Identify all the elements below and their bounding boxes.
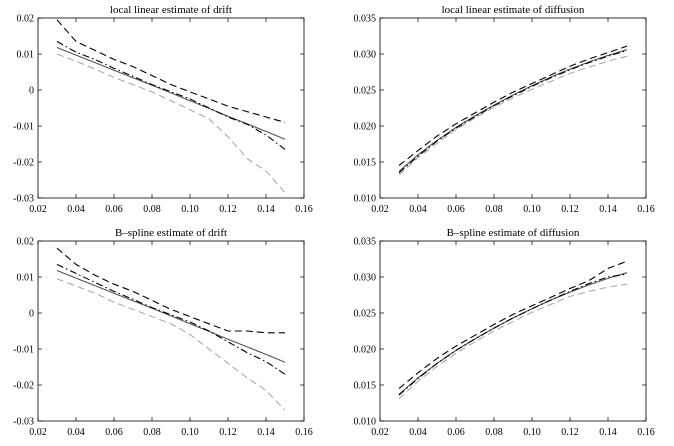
y-tick-label: -0.03	[13, 417, 34, 428]
series-line-1	[398, 260, 628, 390]
y-tick-label: 0.01	[17, 50, 35, 61]
panel-title: local linear estimate of diffusion	[442, 4, 585, 16]
x-tick-label: 0.16	[295, 204, 313, 215]
series-line-1	[56, 19, 286, 123]
panel-title: B–spline estimate of diffusion	[447, 227, 580, 239]
series-line-0	[56, 269, 286, 363]
y-tick-label: -0.01	[13, 345, 34, 356]
series-line-3	[56, 53, 286, 193]
y-tick-label: -0.03	[13, 194, 34, 205]
x-tick-label: 0.02	[371, 427, 389, 438]
panel-3: B–spline estimate of diffusion 0.02 0.04 0.…	[354, 227, 655, 438]
x-tick-label: 0.14	[599, 427, 617, 438]
x-tick-label: 0.04	[67, 204, 85, 215]
series-line-3	[56, 278, 286, 411]
x-tick-label: 0.12	[219, 427, 237, 438]
x-tick-label: 0.12	[561, 204, 579, 215]
x-tick-label: 0.16	[295, 427, 313, 438]
x-tick-label: 0.08	[485, 427, 503, 438]
panel-title: local linear estimate of drift	[110, 4, 232, 16]
series-line-0	[56, 46, 286, 140]
plot-frame	[37, 240, 305, 422]
x-tick-label: 0.06	[447, 427, 465, 438]
series-line-3	[398, 55, 628, 176]
x-tick-label: 0.10	[523, 427, 541, 438]
y-tick-label: 0.035	[354, 14, 377, 25]
y-tick-label: 0	[29, 309, 34, 320]
y-tick-label: 0.010	[354, 194, 377, 205]
y-tick-label: 0	[29, 86, 34, 97]
series-line-2	[398, 49, 628, 174]
x-tick-label: 0.14	[257, 204, 275, 215]
x-tick-label: 0.10	[523, 204, 541, 215]
panel-0: local linear estimate of drift 0.02 0.04 0.…	[13, 4, 313, 215]
series-line-2	[56, 263, 286, 375]
x-tick-label: 0.14	[257, 427, 275, 438]
series-line-2	[398, 273, 628, 396]
series-line-0	[398, 49, 628, 172]
y-tick-label: 0.030	[354, 273, 377, 284]
x-tick-label: 0.06	[105, 427, 123, 438]
series-line-1	[398, 45, 628, 167]
y-tick-label: 0.025	[354, 309, 377, 320]
y-tick-label: 0.015	[354, 158, 377, 169]
series-line-3	[398, 283, 628, 400]
y-tick-label: 0.01	[17, 273, 35, 284]
x-tick-label: 0.06	[447, 204, 465, 215]
y-tick-label: 0.015	[354, 381, 377, 392]
plot-frame	[37, 17, 305, 199]
x-tick-label: 0.04	[67, 427, 85, 438]
y-tick-label: -0.02	[13, 381, 34, 392]
panel-title: B–spline estimate of drift	[115, 227, 227, 239]
x-tick-label: 0.08	[485, 204, 503, 215]
x-tick-label: 0.02	[29, 427, 47, 438]
x-tick-label: 0.04	[409, 427, 427, 438]
series-line-2	[56, 40, 286, 150]
x-tick-label: 0.10	[181, 427, 199, 438]
x-tick-label: 0.08	[143, 204, 161, 215]
y-tick-label: 0.030	[354, 50, 377, 61]
series-line-1	[56, 247, 285, 334]
x-tick-label: 0.08	[143, 427, 161, 438]
y-tick-label: 0.02	[17, 237, 35, 248]
y-tick-label: -0.02	[13, 158, 34, 169]
x-tick-label: 0.12	[561, 427, 579, 438]
y-tick-label: 0.025	[354, 86, 377, 97]
x-tick-label: 0.02	[371, 204, 389, 215]
panel-2: B–spline estimate of drift 0.02 0.04 0.06 0.…	[13, 227, 313, 438]
x-tick-label: 0.02	[29, 204, 47, 215]
x-tick-label: 0.14	[599, 204, 617, 215]
plot-frame	[379, 17, 647, 199]
y-tick-label: 0.02	[17, 14, 35, 25]
x-tick-label: 0.06	[105, 204, 123, 215]
y-tick-label: 0.020	[354, 122, 377, 133]
x-tick-label: 0.16	[637, 427, 655, 438]
x-tick-label: 0.10	[181, 204, 199, 215]
y-tick-label: 0.010	[354, 417, 377, 428]
y-tick-label: 0.020	[354, 345, 377, 356]
x-tick-label: 0.12	[219, 204, 237, 215]
x-tick-label: 0.04	[409, 204, 427, 215]
y-tick-label: -0.01	[13, 122, 34, 133]
x-tick-label: 0.16	[637, 204, 655, 215]
plot-frame	[379, 240, 647, 422]
y-tick-label: 0.035	[354, 237, 377, 248]
